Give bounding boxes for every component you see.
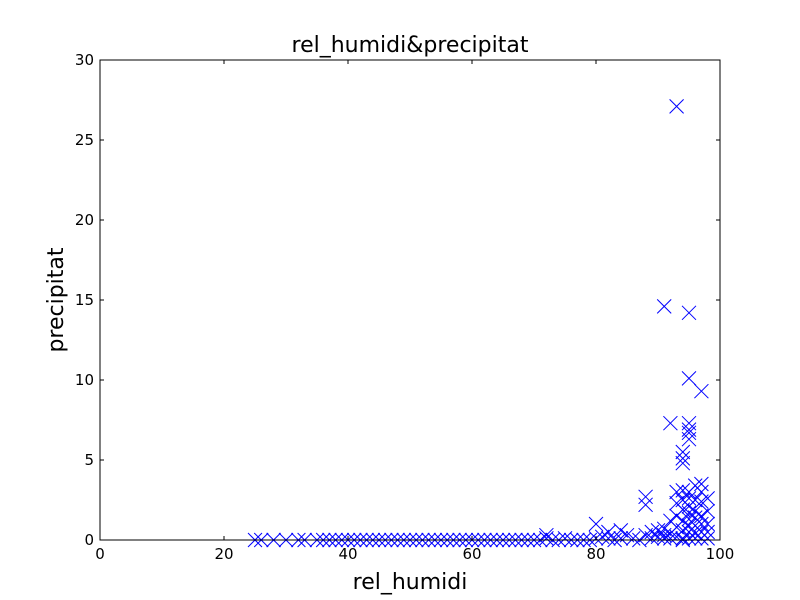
x-tick-label: 20 (214, 545, 233, 563)
data-point (625, 531, 641, 546)
data-point (638, 489, 653, 505)
x-axis-label: rel_humidi (353, 570, 468, 595)
y-axis: 0 5 10 15 20 25 30 (75, 51, 720, 549)
y-tick-label: 5 (84, 451, 94, 469)
x-tick-label: 80 (586, 545, 605, 563)
y-tick-label: 25 (75, 131, 94, 149)
data-point (700, 531, 715, 546)
data-point (594, 529, 610, 545)
chart-title: rel_humidi&precipitat (292, 33, 529, 58)
y-tick-label: 0 (84, 531, 94, 549)
data-point (694, 508, 709, 524)
data-point (613, 523, 629, 538)
data-point (663, 415, 678, 431)
data-points (247, 99, 715, 548)
data-point (681, 422, 697, 437)
y-tick-label: 15 (75, 291, 94, 309)
data-point (700, 503, 715, 519)
data-point (681, 371, 697, 386)
data-point (687, 492, 703, 508)
data-point (694, 383, 709, 399)
data-point (644, 531, 660, 546)
data-point (638, 497, 653, 513)
y-tick-label: 20 (75, 211, 94, 229)
data-point (650, 529, 666, 545)
plot-frame (99, 59, 721, 541)
data-point (656, 299, 672, 314)
data-point (601, 531, 616, 546)
data-point (669, 99, 684, 114)
x-tick-label: 0 (95, 545, 105, 563)
x-tick-label: 40 (338, 545, 357, 563)
data-point (700, 491, 715, 506)
x-tick-label: 100 (706, 545, 735, 563)
y-tick-label: 30 (75, 51, 94, 69)
data-point (644, 524, 660, 540)
data-point (694, 476, 709, 492)
data-point (700, 516, 715, 532)
data-point (681, 305, 697, 321)
data-point (700, 524, 715, 540)
y-axis-label: precipitat (44, 247, 69, 352)
data-point (557, 531, 573, 546)
data-point (675, 455, 691, 471)
data-point (650, 523, 666, 538)
x-tick-label: 60 (462, 545, 481, 563)
data-point (588, 516, 604, 532)
data-point (694, 516, 709, 532)
y-tick-label: 10 (75, 371, 94, 389)
data-point (687, 503, 703, 519)
data-point (656, 531, 672, 546)
data-point (687, 526, 703, 541)
data-point (681, 415, 697, 431)
data-point (663, 531, 678, 546)
data-point (681, 531, 697, 546)
data-point (675, 451, 691, 466)
data-point (539, 531, 554, 546)
data-point (681, 518, 697, 533)
data-point (681, 505, 697, 521)
data-point (601, 524, 616, 540)
data-point (681, 491, 697, 506)
x-axis: 0 20 40 60 80 100 (95, 60, 734, 563)
data-point (669, 484, 684, 500)
data-point (675, 444, 691, 460)
